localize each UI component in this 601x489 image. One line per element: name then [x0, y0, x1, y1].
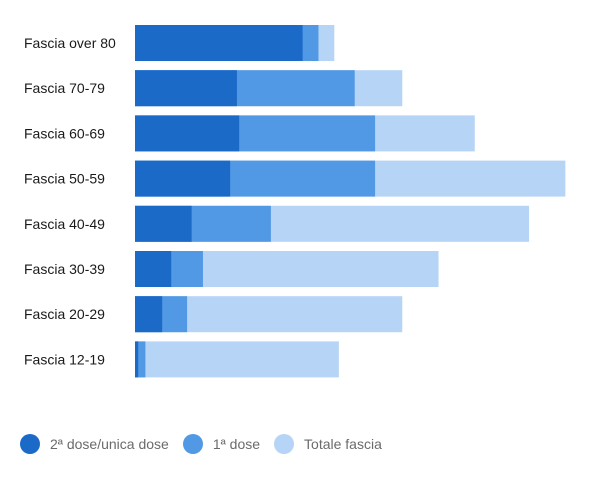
- bar-second-dose[interactable]: [135, 205, 192, 242]
- bar-chart: Fascia over 80 Fascia 70-79 Fascia 60-69 Fa…: [24, 25, 566, 378]
- legend-label-total: Totale fascia: [304, 436, 382, 452]
- bar-total[interactable]: [135, 341, 339, 378]
- category-label: Fascia 60-69: [24, 125, 105, 141]
- bar-second-dose[interactable]: [135, 160, 231, 197]
- bar-second-dose[interactable]: [135, 296, 163, 333]
- category-label: Fascia 50-59: [24, 171, 105, 187]
- legend-label-first-dose: 1ª dose: [212, 436, 261, 452]
- bar-second-dose[interactable]: [135, 70, 237, 107]
- bar-first-dose[interactable]: [135, 341, 146, 378]
- category-label: Fascia 20-29: [24, 306, 105, 322]
- bar-second-dose[interactable]: [135, 341, 139, 378]
- category-label: Fascia 12-19: [24, 351, 105, 367]
- legend: 2ª dose/unica dose 1ª dose Totale fascia: [20, 434, 396, 454]
- bar-second-dose[interactable]: [135, 251, 172, 287]
- category-label: Fascia 30-39: [24, 261, 105, 277]
- legend-item-second-dose[interactable]: 2ª dose/unica dose: [20, 434, 169, 454]
- bar-second-dose[interactable]: [135, 115, 240, 152]
- category-label: Fascia 70-79: [24, 80, 105, 96]
- legend-swatch-first-dose: [182, 434, 203, 454]
- legend-label-second-dose: 2ª dose/unica dose: [50, 436, 169, 452]
- legend-item-total[interactable]: Totale fascia: [274, 434, 382, 454]
- legend-item-first-dose[interactable]: 1ª dose: [182, 434, 261, 454]
- bar-second-dose[interactable]: [135, 25, 303, 61]
- category-label: Fascia over 80: [24, 35, 116, 51]
- legend-swatch-second-dose: [20, 434, 40, 454]
- legend-swatch-total: [274, 434, 295, 454]
- category-label: Fascia 40-49: [24, 216, 105, 232]
